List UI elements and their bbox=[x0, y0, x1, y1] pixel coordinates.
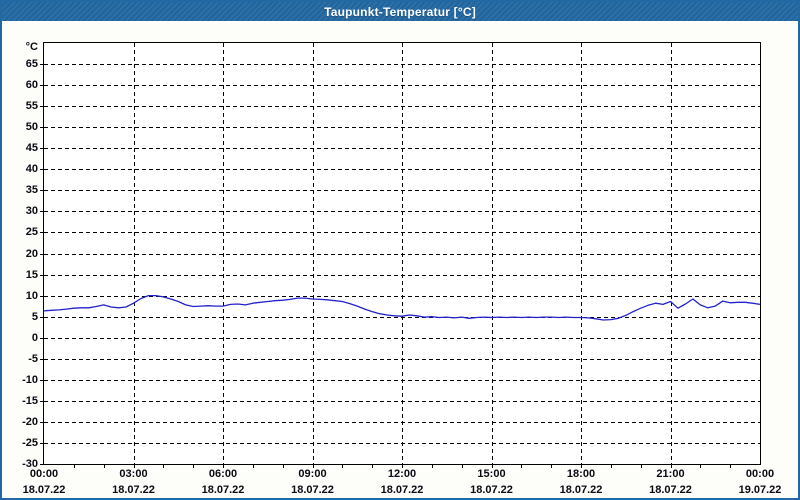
y-tick-label: 40 bbox=[25, 163, 38, 176]
y-tick-label: -10 bbox=[22, 373, 38, 386]
y-axis-unit: °C bbox=[25, 41, 38, 53]
y-tick-label: 60 bbox=[25, 79, 38, 92]
y-tick-label: 0 bbox=[31, 331, 38, 344]
y-tick-label: -20 bbox=[22, 415, 38, 428]
y-tick-label: -25 bbox=[22, 436, 38, 449]
x-tick-time-label: 09:00 bbox=[298, 468, 327, 480]
y-tick-label: 50 bbox=[25, 121, 38, 134]
dewpoint-line bbox=[43, 294, 761, 321]
x-tick-time-label: 03:00 bbox=[119, 468, 148, 480]
chart-canvas bbox=[40, 43, 761, 468]
y-tick-label: 25 bbox=[25, 226, 38, 239]
y-tick-label: -30 bbox=[22, 458, 38, 470]
y-tick-label: 30 bbox=[25, 205, 38, 218]
x-tick-date-label: 18.07.22 bbox=[470, 484, 513, 496]
x-tick-time-label: 21:00 bbox=[656, 468, 685, 480]
x-tick-time-label: 00:00 bbox=[745, 468, 775, 480]
y-tick-label: 5 bbox=[31, 310, 38, 323]
x-tick-time-label: 06:00 bbox=[208, 468, 238, 480]
x-tick-date-label: 18.07.22 bbox=[201, 484, 245, 496]
y-tick-label: 10 bbox=[25, 289, 38, 302]
y-tick-label: 65 bbox=[25, 58, 38, 71]
x-tick-date-label: 19.07.22 bbox=[738, 484, 782, 496]
x-tick-time-label: 00:00 bbox=[29, 468, 59, 480]
x-tick-date-label: 18.07.22 bbox=[380, 484, 424, 496]
x-tick-date-label: 18.07.22 bbox=[112, 484, 155, 496]
x-tick-time-label: 18:00 bbox=[566, 468, 596, 480]
x-tick-date-label: 18.07.22 bbox=[649, 484, 692, 496]
y-tick-label: 35 bbox=[25, 184, 38, 197]
titlebar[interactable]: Taupunkt-Temperatur [°C] bbox=[2, 2, 798, 21]
y-tick-label: 55 bbox=[25, 100, 38, 113]
x-tick-time-label: 12:00 bbox=[387, 468, 417, 480]
y-tick-label: 45 bbox=[25, 142, 38, 155]
x-tick-time-label: 15:00 bbox=[477, 468, 506, 480]
y-tick-label: 20 bbox=[25, 247, 38, 260]
x-tick-date-label: 18.07.22 bbox=[22, 484, 66, 496]
x-tick-date-label: 18.07.22 bbox=[291, 484, 334, 496]
y-tick-label: -15 bbox=[22, 394, 38, 407]
window-title: Taupunkt-Temperatur [°C] bbox=[324, 4, 476, 19]
chart-plot-area bbox=[40, 42, 761, 468]
y-tick-label: 15 bbox=[25, 268, 38, 281]
x-tick-date-label: 18.07.22 bbox=[559, 484, 603, 496]
y-tick-label: -5 bbox=[28, 352, 38, 365]
